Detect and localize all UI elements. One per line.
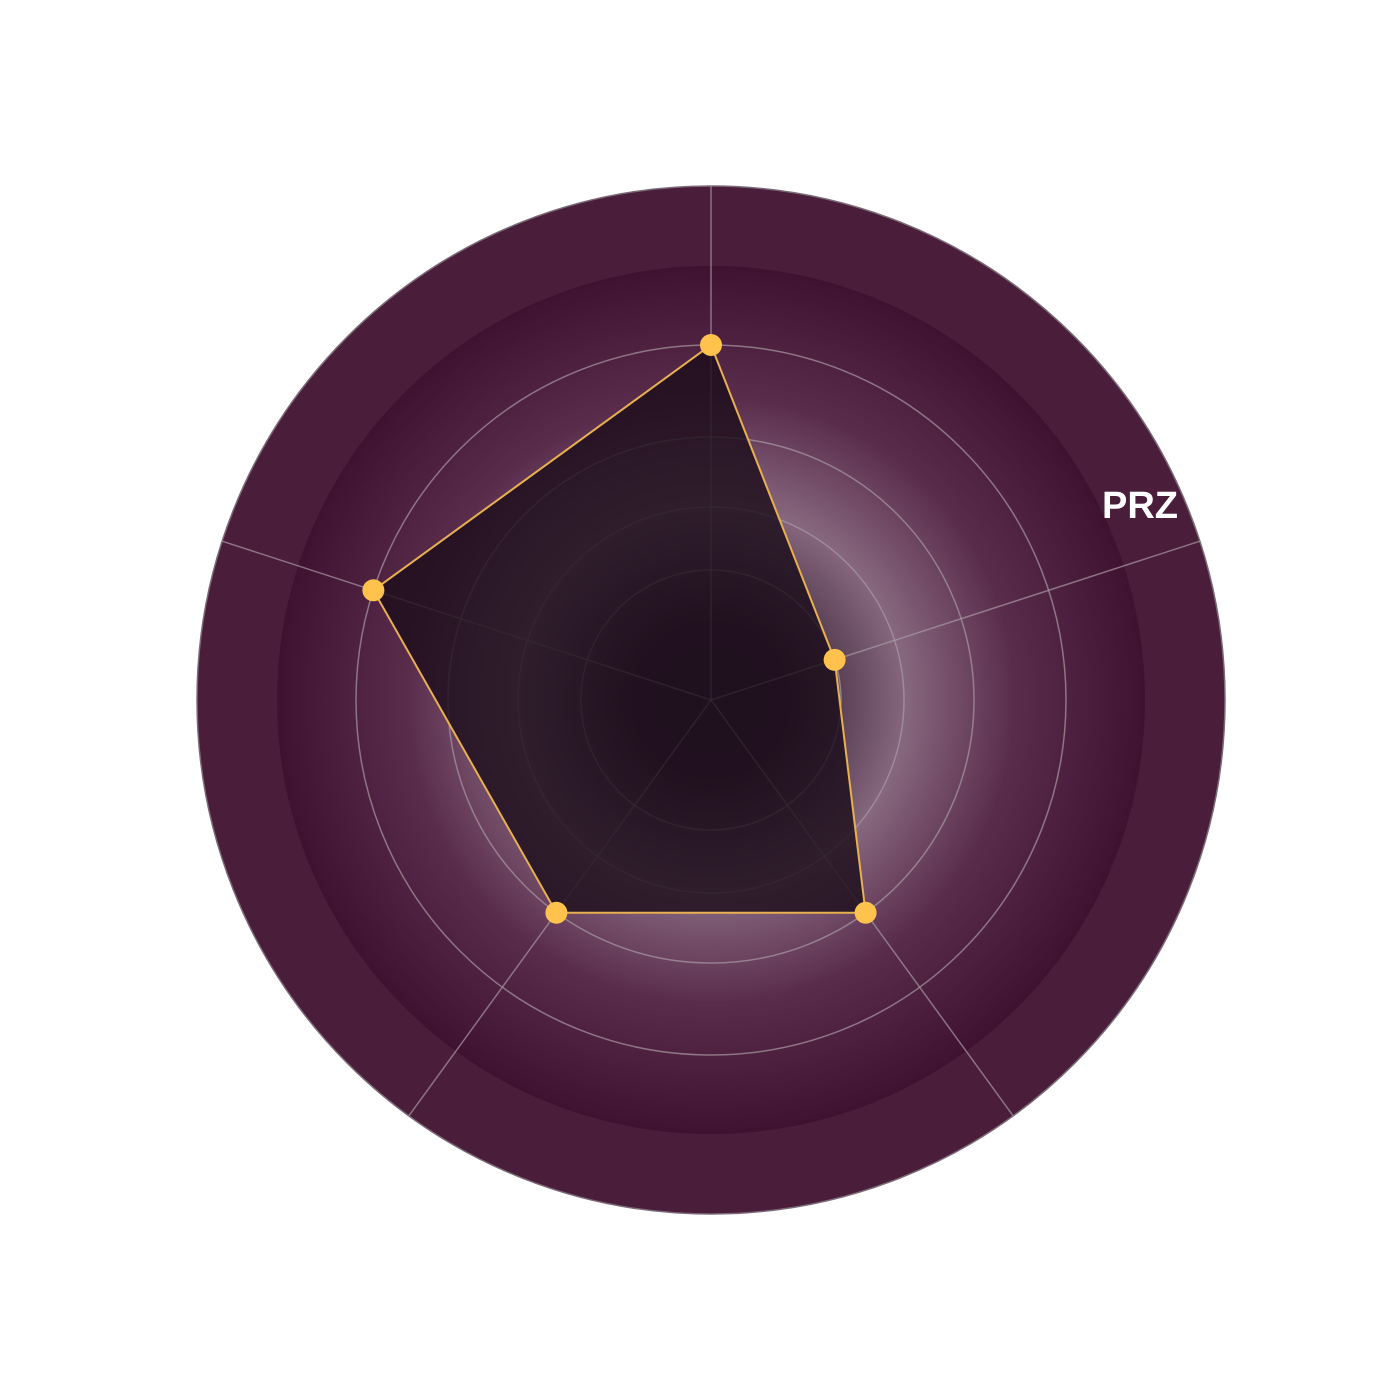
series-layer <box>362 334 877 924</box>
data-point-3 <box>545 901 568 924</box>
axis-labels: PRZ <box>1102 485 1178 527</box>
data-point-1 <box>823 648 846 671</box>
axis-label-prz: PRZ <box>1102 485 1178 527</box>
data-point-0 <box>700 334 722 356</box>
series-area-0 <box>372 343 867 914</box>
data-point-4 <box>362 579 385 602</box>
data-point-2 <box>854 901 877 924</box>
